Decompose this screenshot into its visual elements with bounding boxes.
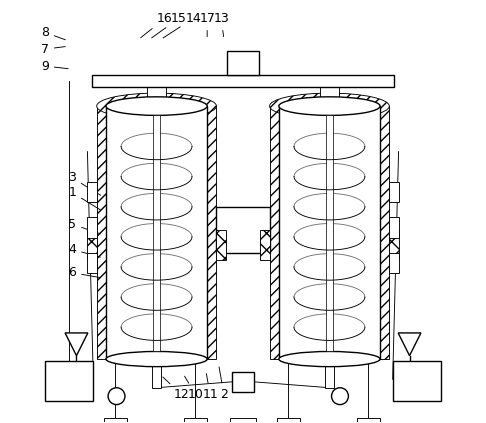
Bar [326,115,333,351]
Bar [270,106,279,359]
Bar [216,231,226,260]
Bar [320,85,339,108]
Bar [45,361,93,401]
Text: 9: 9 [41,60,68,72]
Text: 3: 3 [69,171,101,195]
Text: 1: 1 [69,186,101,210]
Bar [393,361,441,401]
Text: 14: 14 [163,12,201,38]
Ellipse shape [279,352,380,367]
Bar [106,106,207,359]
Bar [277,418,300,423]
Bar [389,231,399,260]
Polygon shape [65,333,88,356]
Bar [104,418,127,423]
Ellipse shape [106,352,207,367]
Text: 10: 10 [185,376,204,401]
Text: 15: 15 [152,12,187,38]
Bar [389,217,399,238]
Text: 5: 5 [68,218,101,234]
Bar [87,217,97,238]
Bar [207,106,216,359]
Bar [152,363,161,388]
Text: 8: 8 [41,26,66,40]
Text: 16: 16 [140,12,173,38]
Bar [232,372,254,392]
Bar [389,253,399,273]
Bar [389,182,399,202]
Text: 12: 12 [163,377,190,401]
Text: 6: 6 [69,266,100,279]
Bar [357,418,380,423]
Bar [87,182,97,202]
Text: 13: 13 [213,12,229,37]
Ellipse shape [106,97,207,115]
Bar [97,106,106,359]
Text: 7: 7 [41,43,65,56]
Text: 11: 11 [202,374,218,401]
Ellipse shape [108,388,125,404]
Bar [184,418,207,423]
Ellipse shape [279,97,380,115]
Text: 2: 2 [219,367,228,401]
Polygon shape [398,333,421,356]
Bar [216,207,270,253]
Bar [227,51,259,75]
Bar [153,115,160,351]
Text: 4: 4 [69,243,100,257]
Bar [92,75,394,87]
Text: 17: 17 [199,12,215,37]
Ellipse shape [97,93,216,119]
Bar [230,418,256,423]
Bar [260,231,270,260]
Bar [87,253,97,273]
Ellipse shape [270,93,389,119]
Bar [147,85,166,108]
Bar [279,106,380,359]
Bar [87,231,97,260]
Bar [325,363,334,388]
Bar [380,106,389,359]
Ellipse shape [331,388,348,404]
